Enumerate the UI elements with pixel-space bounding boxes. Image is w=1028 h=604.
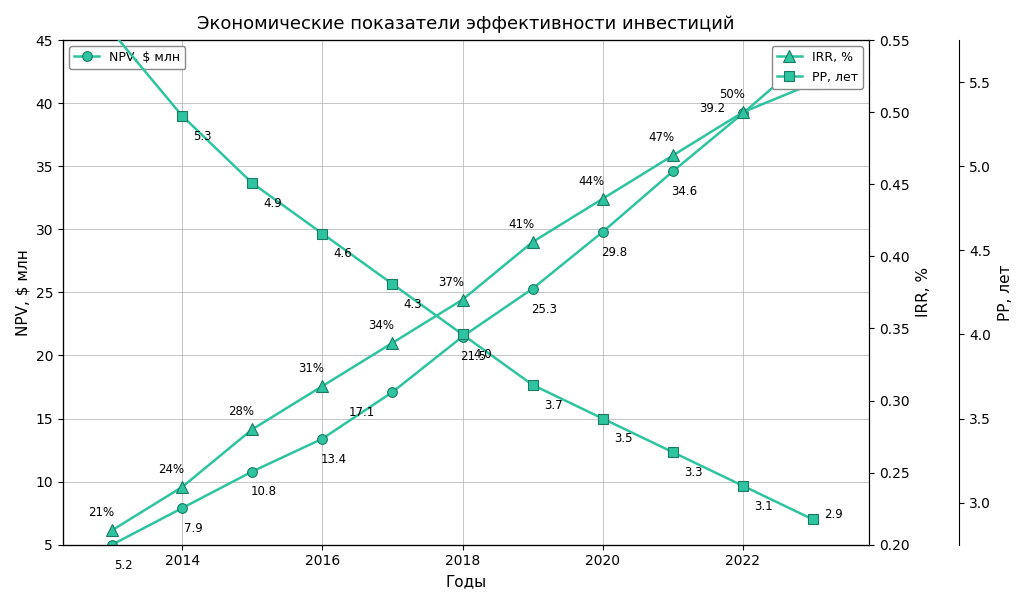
NPV, $ млн: [106, 541, 118, 548]
IRR, %: [667, 152, 680, 159]
NPV, $ млн: [737, 110, 749, 117]
Text: 39.2: 39.2: [699, 102, 726, 115]
IRR, %: [526, 239, 539, 246]
Text: 10.8: 10.8: [250, 486, 277, 498]
NPV, $ млн: [807, 49, 819, 56]
PP, лет: [807, 516, 819, 523]
Text: 5.2: 5.2: [114, 559, 133, 571]
IRR, %: [807, 80, 819, 87]
NPV, $ млн: [667, 168, 680, 175]
Text: 25.3: 25.3: [530, 303, 557, 315]
Text: 21.5: 21.5: [461, 350, 486, 364]
Text: 7.9: 7.9: [184, 522, 203, 535]
Y-axis label: IRR, %: IRR, %: [917, 268, 931, 318]
Text: 52%: 52%: [788, 59, 815, 72]
PP, лет: [387, 280, 399, 288]
Line: IRR, %: IRR, %: [107, 78, 818, 536]
IRR, %: [596, 195, 609, 202]
PP, лет: [246, 179, 258, 187]
Text: 4.3: 4.3: [404, 298, 423, 311]
Text: 3.3: 3.3: [684, 466, 702, 479]
Text: 3.7: 3.7: [544, 399, 562, 412]
NPV, $ млн: [317, 435, 329, 442]
Text: 4.0: 4.0: [474, 349, 492, 361]
IRR, %: [737, 109, 749, 116]
Text: 37%: 37%: [438, 275, 465, 289]
Text: 50%: 50%: [719, 88, 745, 101]
PP, лет: [526, 381, 539, 388]
Text: 41%: 41%: [509, 218, 535, 231]
PP, лет: [596, 415, 609, 422]
IRR, %: [176, 483, 188, 490]
PP, лет: [456, 331, 469, 338]
NPV, $ млн: [176, 504, 188, 512]
Text: 5.3: 5.3: [193, 130, 212, 143]
Legend: NPV, $ млн: NPV, $ млн: [69, 47, 185, 69]
Text: 31%: 31%: [298, 362, 324, 375]
NPV, $ млн: [246, 468, 258, 475]
Text: 4.9: 4.9: [263, 197, 282, 210]
PP, лет: [106, 28, 118, 35]
Text: 44%: 44%: [579, 175, 604, 188]
Text: 3.1: 3.1: [755, 500, 773, 513]
Text: 44.0: 44.0: [811, 66, 837, 80]
PP, лет: [737, 482, 749, 489]
X-axis label: Годы: Годы: [445, 574, 486, 589]
NPV, $ млн: [596, 228, 609, 236]
NPV, $ млн: [526, 285, 539, 292]
Text: 29.8: 29.8: [600, 246, 627, 259]
Text: 13.4: 13.4: [321, 452, 346, 466]
Y-axis label: NPV, $ млн: NPV, $ млн: [15, 249, 30, 336]
Line: NPV, $ млн: NPV, $ млн: [107, 48, 818, 550]
PP, лет: [176, 112, 188, 120]
Text: 2.9: 2.9: [824, 509, 843, 521]
Legend: IRR, %, PP, лет: IRR, %, PP, лет: [772, 47, 862, 89]
Text: 3.5: 3.5: [614, 432, 632, 446]
PP, лет: [667, 449, 680, 456]
PP, лет: [317, 230, 329, 237]
NPV, $ млн: [456, 333, 469, 340]
Title: Экономические показатели эффективности инвестиций: Экономические показатели эффективности и…: [197, 15, 735, 33]
Text: 47%: 47%: [649, 131, 674, 144]
NPV, $ млн: [387, 388, 399, 396]
IRR, %: [387, 339, 399, 347]
Text: 24%: 24%: [158, 463, 184, 476]
Y-axis label: PP, лет: PP, лет: [998, 264, 1013, 321]
Text: 17.1: 17.1: [348, 406, 375, 419]
Text: 28%: 28%: [228, 405, 254, 419]
IRR, %: [106, 527, 118, 534]
Text: 34%: 34%: [368, 319, 395, 332]
Line: PP, лет: PP, лет: [107, 27, 818, 524]
Text: 21%: 21%: [87, 506, 114, 519]
IRR, %: [317, 382, 329, 390]
Text: 4.6: 4.6: [333, 248, 353, 260]
IRR, %: [246, 426, 258, 433]
Text: 34.6: 34.6: [671, 185, 697, 198]
IRR, %: [456, 296, 469, 303]
